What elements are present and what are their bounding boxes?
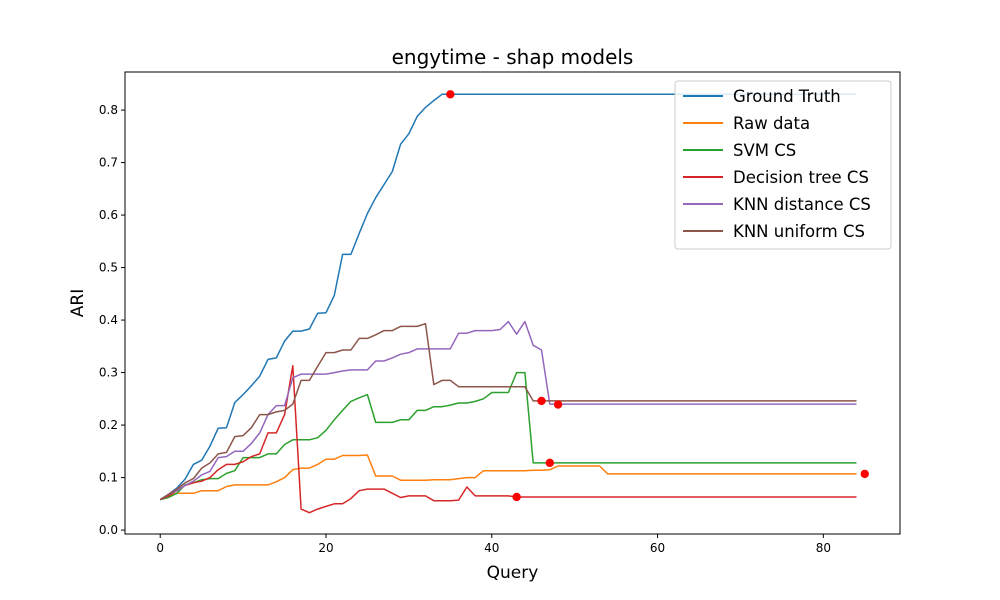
x-tick-label: 0: [156, 541, 164, 555]
y-tick-label: 0.6: [99, 208, 118, 222]
axes-frame: [124, 71, 901, 535]
legend-label-0: Ground Truth: [733, 87, 841, 106]
series-line-1: [159, 454, 857, 501]
series-marker-0: [446, 90, 455, 99]
y-tick-label: 0.5: [99, 261, 118, 275]
y-axis-label: ARI: [68, 289, 88, 317]
legend-label-1: Raw data: [733, 114, 810, 133]
chart-title: engytime - shap models: [392, 45, 634, 69]
series-marker-3: [512, 492, 521, 502]
x-tick-label: 40: [484, 541, 499, 555]
series-line-4: [159, 320, 857, 501]
series-line-3: [159, 364, 857, 514]
series-line-2: [160, 371, 857, 501]
legend: Ground Truth Raw data SVM CS Decision tree …: [674, 80, 892, 250]
y-tick-label: 0.3: [99, 366, 118, 380]
y-tick-label: 0.1: [99, 471, 118, 485]
series-marker-4: [553, 400, 563, 409]
series-line-5: [159, 322, 857, 501]
x-tick-label: 80: [816, 541, 831, 555]
y-tick-label: 0.7: [99, 156, 118, 170]
plot-area: [159, 90, 869, 514]
legend-label-2: SVM CS: [733, 141, 796, 160]
series-marker-1: [860, 469, 869, 479]
y-tick-label: 0.2: [99, 418, 118, 432]
y-tick-label: 0.8: [99, 103, 118, 117]
series-line-0: [159, 93, 857, 501]
series-marker-2: [545, 458, 554, 468]
x-axis-label: Query: [487, 563, 539, 583]
axis-ticks: 0 20 40 60 80 0.0 0.1 0.2 0.3 0.4 0.5 0.6 0.7 0.8: [99, 103, 831, 555]
legend-label-5: KNN uniform CS: [733, 222, 865, 241]
x-tick-label: 60: [650, 541, 665, 555]
y-tick-label: 0.4: [99, 313, 118, 327]
legend-box: [674, 80, 892, 250]
y-tick-label: 0.0: [99, 523, 118, 537]
legend-label-3: Decision tree CS: [733, 168, 869, 187]
x-tick-label: 20: [318, 541, 333, 555]
legend-label-4: KNN distance CS: [733, 195, 871, 214]
series-marker-5: [537, 396, 546, 406]
